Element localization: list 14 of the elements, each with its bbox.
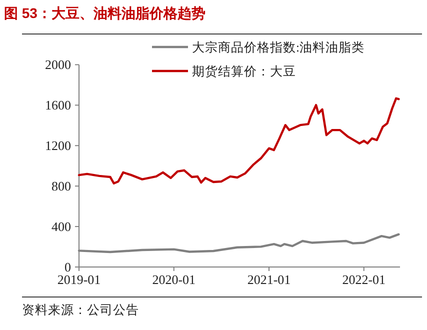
y-tick-label: 400 [52,219,71,234]
y-tick-label: 0 [64,260,71,274]
y-tick-label: 1200 [45,138,71,154]
y-tick-label: 1600 [45,98,71,113]
x-tick-label: 2022-01 [342,272,386,287]
y-tick-label: 2000 [45,57,71,72]
chart-title: 图 53：大豆、油料油脂价格趋势 [4,5,206,21]
text: 资料来源：公司公告 [22,303,139,317]
legend-label: 期货结算价：大豆 [192,64,296,78]
legend-label: 大宗商品价格指数:油料油脂类 [192,40,364,54]
x-tick-label: 2020-01 [152,272,196,287]
y-tick-label: 800 [52,178,71,194]
x-tick-label: 2021-01 [247,272,291,287]
x-tick-label: 2019-01 [57,272,101,287]
